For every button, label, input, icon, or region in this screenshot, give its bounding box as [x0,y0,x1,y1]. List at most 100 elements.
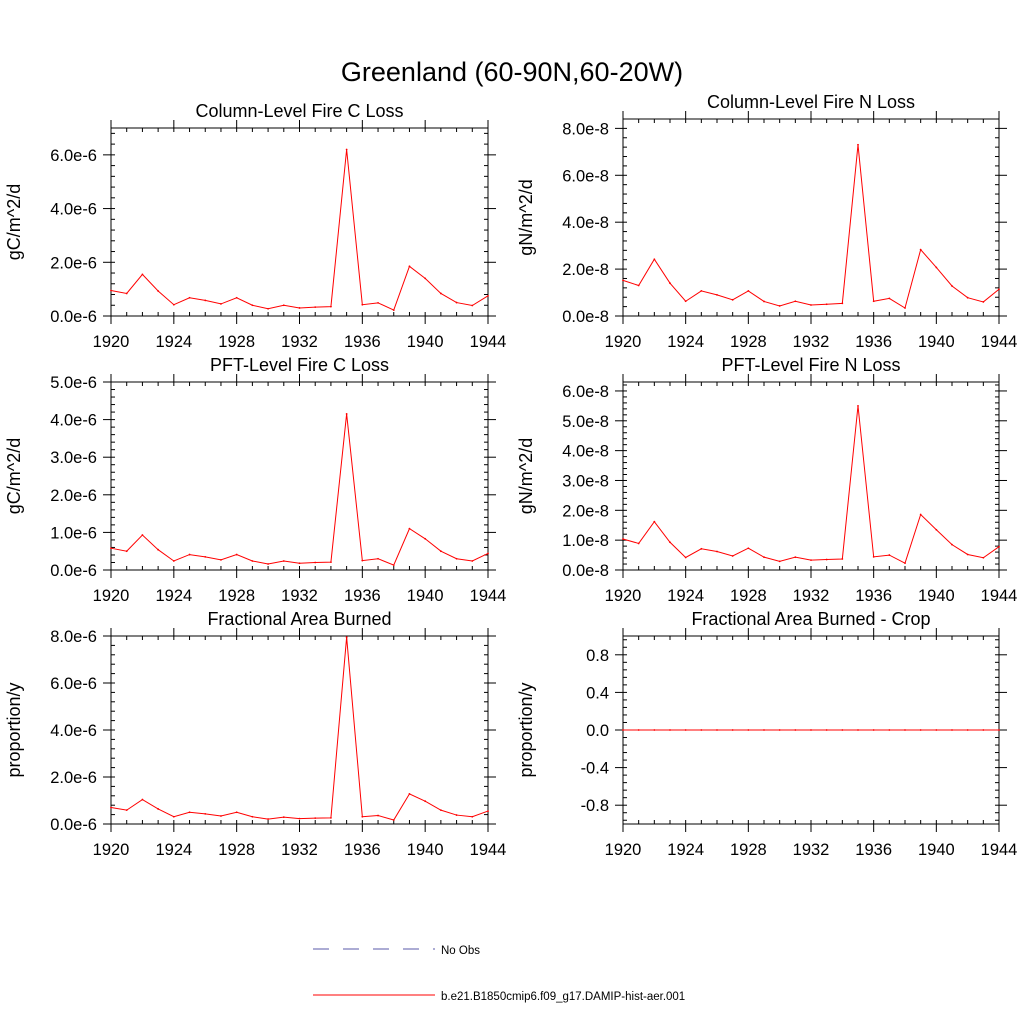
y-tick-label: 0.0e-6 [50,816,97,834]
data-point [408,793,411,795]
data-point [424,800,427,803]
data-point [157,548,160,551]
data-point [888,554,891,556]
x-tick-label: 1932 [281,587,318,605]
data-point [857,729,859,731]
data-point [935,266,938,269]
data-point [888,729,891,731]
data-point [888,297,891,300]
data-point [716,729,718,731]
data-point [763,556,765,559]
y-tick-label: 4.0e-8 [562,214,609,232]
data-point [330,816,332,819]
x-tick-label: 1944 [470,333,507,351]
data-point [794,300,797,303]
chart-panel-4: 1920 1924 1928 1932 1936 1940 1944 0.0e-8 1.0e-8… [516,355,1017,605]
data-point [330,561,332,564]
panels-group: 1920 1924 1928 1932 1936 1940 1944 0.0e-6 2.0e-6… [4,92,1017,859]
data-point [951,285,953,287]
data-point [778,729,781,731]
data-point [731,729,734,731]
data-point [298,817,301,820]
data-point [251,560,254,562]
x-tick-label: 1932 [793,841,830,859]
data-point [684,556,687,559]
data-point [204,555,207,558]
y-tick-label: 2.0e-8 [562,261,609,279]
data-point [282,560,285,562]
data-point [408,265,411,268]
chart-panel-6: 1920 1924 1928 1932 1936 1940 1944 -0.8 -0.4 0.0 0… [516,609,1017,859]
legend-entry-case: b.e21.B1850cmip6.f09_g17.DAMIP-hist-aer.… [313,991,685,1003]
data-point [747,547,750,550]
data-point [872,555,875,558]
x-tick-label: 1936 [344,333,381,351]
data-point [298,307,301,309]
data-point [157,290,160,292]
data-point [110,289,112,292]
data-point [919,729,922,731]
x-tick-label: 1944 [981,841,1018,859]
x-tick-label: 1924 [667,841,704,859]
y-tick-label: 2.0e-6 [50,487,97,505]
data-point [700,729,703,731]
y-tick-label: 6.0e-8 [562,167,609,185]
data-point [857,143,859,146]
data-point [314,817,317,820]
data-point [794,729,797,731]
y-tick-label: 0.8 [586,647,609,665]
data-point [220,303,222,305]
data-point [125,809,128,812]
x-tick-label: 1920 [605,587,642,605]
data-point [282,304,285,307]
data-point [267,307,269,310]
data-point [141,798,144,801]
y-tick-label: 2.0e-6 [50,254,97,272]
data-point [669,541,671,544]
data-point [982,556,985,559]
plot-frame [622,381,1000,571]
data-point [904,562,906,565]
data-point [487,810,489,812]
data-point [188,553,191,556]
data-point [998,545,1000,548]
data-point [204,812,207,815]
data-point [622,538,624,540]
data-point [653,258,656,261]
data-point [439,550,442,553]
data-point [408,527,411,530]
x-tick-label: 1924 [155,333,192,351]
data-point [471,815,474,818]
x-tick-label: 1932 [793,587,830,605]
data-point [471,304,474,307]
legend-label: No Obs [441,945,480,957]
data-point [669,282,671,285]
data-point [966,729,969,731]
x-tick-label: 1924 [155,587,192,605]
data-point [172,560,175,562]
data-point [345,148,348,151]
x-tick-label: 1920 [605,841,642,859]
data-point [778,305,781,307]
data-point [998,288,1000,291]
x-tick-label: 1932 [793,333,830,351]
data-point [904,307,906,309]
data-point [361,303,364,306]
x-tick-label: 1936 [855,587,892,605]
data-point [141,534,144,536]
data-point [637,729,640,731]
chart-title: Fractional Area Burned - Crop [691,609,930,629]
y-tick-label: 0.0 [586,722,609,740]
y-tick-label: 2.0e-6 [50,769,97,787]
y-tick-label: 6.0e-6 [50,675,97,693]
y-tick-label: 0.4 [586,684,609,702]
y-tick-label: 0.0e-8 [562,308,609,326]
data-point [951,543,953,546]
data-point [345,636,348,639]
data-point [487,552,489,555]
x-tick-label: 1928 [730,333,767,351]
data-point [424,277,427,280]
x-tick-label: 1936 [344,587,381,605]
data-point [220,558,222,561]
